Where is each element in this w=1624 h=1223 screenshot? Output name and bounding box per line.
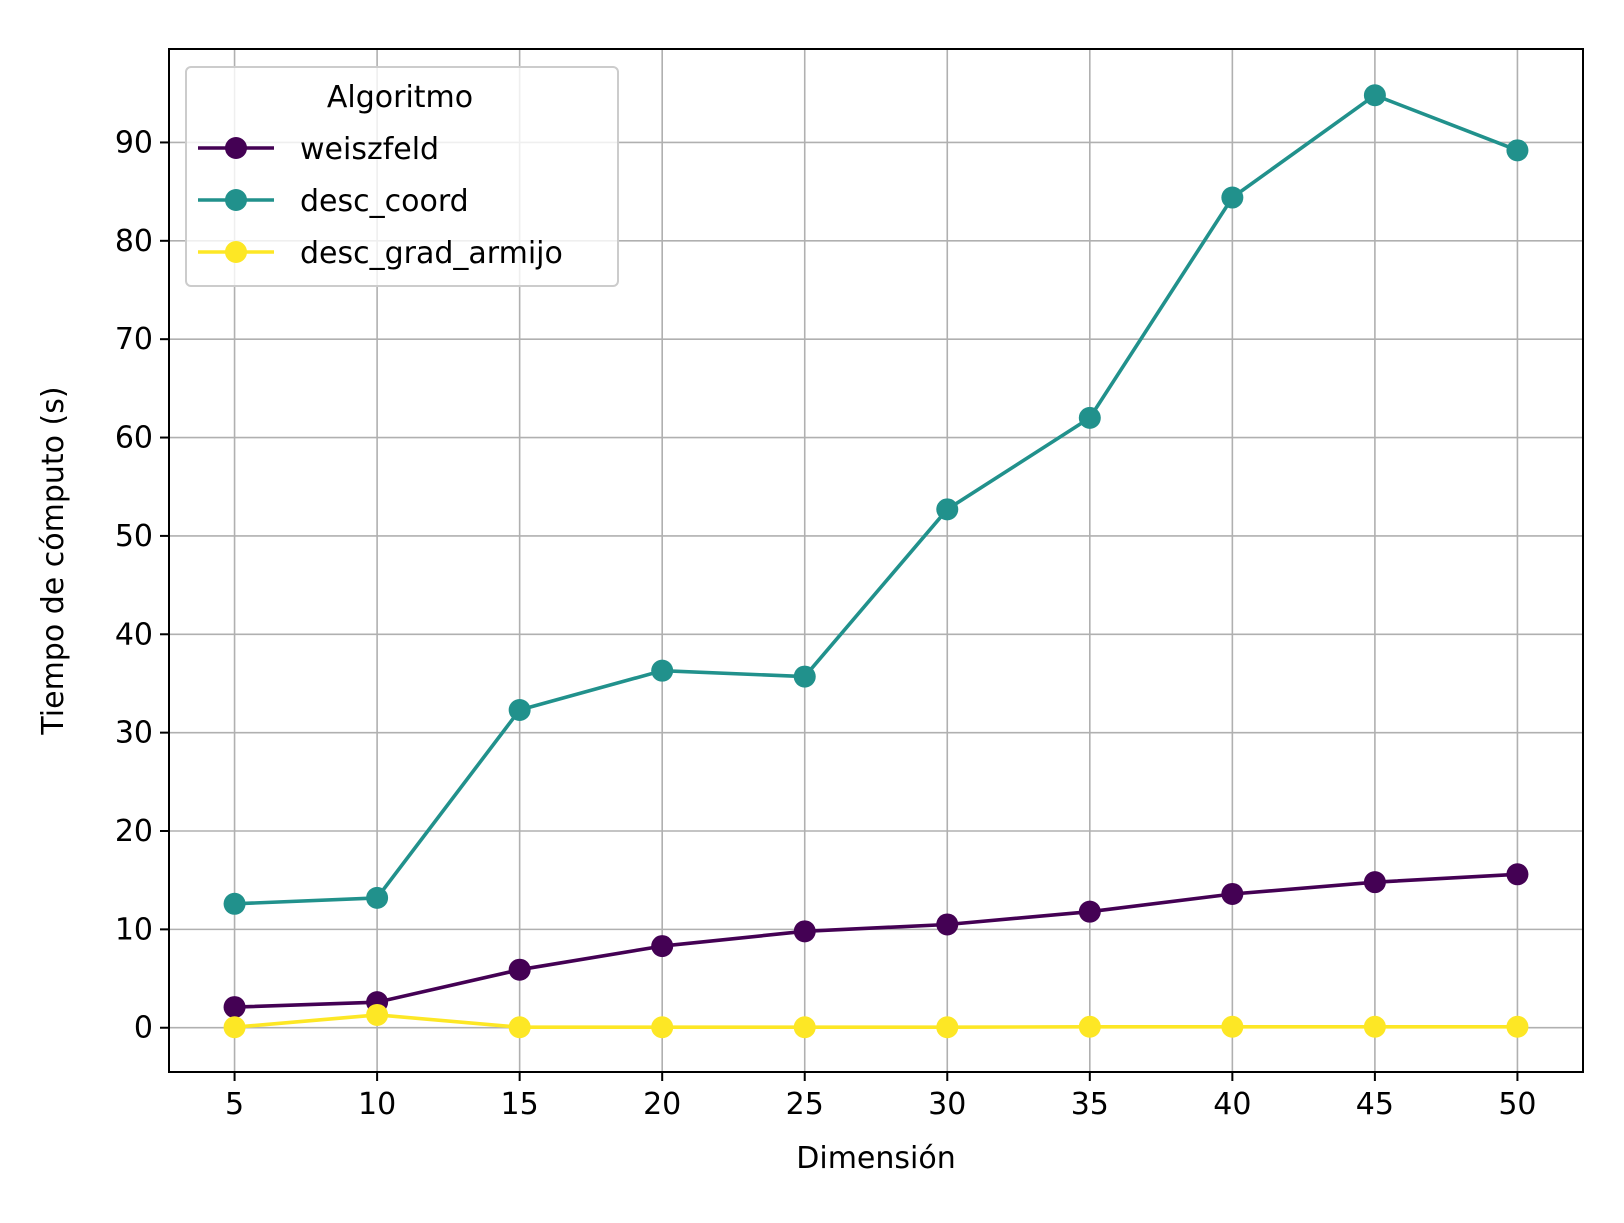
data-point-weiszfeld <box>651 935 674 958</box>
legend-label-desc_grad_armijo: desc_grad_armijo <box>300 236 563 271</box>
data-point-desc_coord <box>936 498 959 521</box>
x-tick-label: 5 <box>225 1087 244 1122</box>
data-point-desc_grad_armijo <box>1078 1015 1101 1038</box>
plot-frame <box>168 48 1584 1073</box>
data-point-desc_grad_armijo <box>793 1016 816 1039</box>
data-point-desc_coord <box>1078 406 1101 429</box>
legend-label-desc_coord: desc_coord <box>300 184 469 219</box>
y-tick-label: 40 <box>115 617 153 652</box>
data-point-weiszfeld <box>1506 863 1529 886</box>
y-tick-label: 20 <box>115 814 153 849</box>
y-tick-label: 90 <box>115 125 153 160</box>
x-axis-label: Dimensión <box>796 1141 955 1176</box>
legend-items: weiszfeld desc_coord desc_grad_armijo <box>198 132 563 271</box>
data-point-desc_coord <box>651 659 674 682</box>
x-tick-label: 25 <box>786 1087 824 1122</box>
y-tick-label: 50 <box>115 519 153 554</box>
x-tick-label: 40 <box>1213 1087 1251 1122</box>
data-point-weiszfeld <box>1078 900 1101 923</box>
data-point-desc_grad_armijo <box>1363 1015 1386 1038</box>
x-axis-ticks: 5 10 15 20 25 30 35 40 45 50 <box>225 1072 1537 1122</box>
x-tick-label: 35 <box>1071 1087 1109 1122</box>
data-point-desc_coord <box>1221 186 1244 209</box>
data-point-weiszfeld <box>936 913 959 936</box>
data-point-desc_grad_armijo <box>1221 1015 1244 1038</box>
y-tick-label: 30 <box>115 716 153 751</box>
x-tick-label: 30 <box>928 1087 966 1122</box>
data-point-desc_grad_armijo <box>936 1016 959 1039</box>
y-tick-label: 10 <box>115 912 153 947</box>
data-point-desc_coord <box>366 886 389 909</box>
x-tick-label: 50 <box>1498 1087 1536 1122</box>
data-point-desc_coord <box>223 892 246 915</box>
data-point-desc_grad_armijo <box>1506 1015 1529 1038</box>
x-tick-label: 10 <box>358 1087 396 1122</box>
x-tick-label: 15 <box>501 1087 539 1122</box>
legend-box <box>185 66 619 287</box>
data-point-weiszfeld <box>508 958 531 981</box>
data-point-desc_grad_armijo <box>508 1016 531 1039</box>
data-point-desc_coord <box>508 699 531 722</box>
y-axis-ticks: 0 10 20 30 40 50 60 70 80 90 <box>115 125 169 1046</box>
data-point-desc_coord <box>793 665 816 688</box>
data-point-desc_grad_armijo <box>366 1003 389 1026</box>
y-tick-label: 0 <box>134 1011 153 1046</box>
y-axis-label: Tiempo de cómputo (s) <box>36 386 71 735</box>
legend-marker-desc_coord <box>225 189 247 211</box>
data-point-weiszfeld <box>223 996 246 1019</box>
grid-lines <box>169 49 1583 1072</box>
x-tick-label: 45 <box>1356 1087 1394 1122</box>
legend-marker-desc_grad_armijo <box>225 241 247 263</box>
y-tick-label: 70 <box>115 322 153 357</box>
data-point-desc_grad_armijo <box>223 1016 246 1039</box>
series-line-weiszfeld <box>234 872 1518 1009</box>
data-point-desc_coord <box>1363 84 1386 107</box>
legend: Algoritmo weiszfeld desc_coord desc_grad_a… <box>185 66 619 287</box>
y-tick-label: 60 <box>115 421 153 456</box>
series-points <box>223 84 1529 1039</box>
data-point-weiszfeld <box>1221 882 1244 905</box>
legend-title: Algoritmo <box>327 80 473 115</box>
series-line-desc_grad_armijo <box>234 1013 1518 1029</box>
legend-label-weiszfeld: weiszfeld <box>300 132 439 167</box>
data-point-weiszfeld <box>793 920 816 943</box>
series-lines <box>234 93 1519 1029</box>
data-point-desc_grad_armijo <box>651 1016 674 1039</box>
legend-marker-weiszfeld <box>225 137 247 159</box>
data-point-weiszfeld <box>1363 871 1386 894</box>
x-tick-label: 20 <box>643 1087 681 1122</box>
data-point-desc_coord <box>1506 139 1529 162</box>
series-line-desc_coord <box>234 93 1519 906</box>
y-tick-label: 80 <box>115 224 153 259</box>
